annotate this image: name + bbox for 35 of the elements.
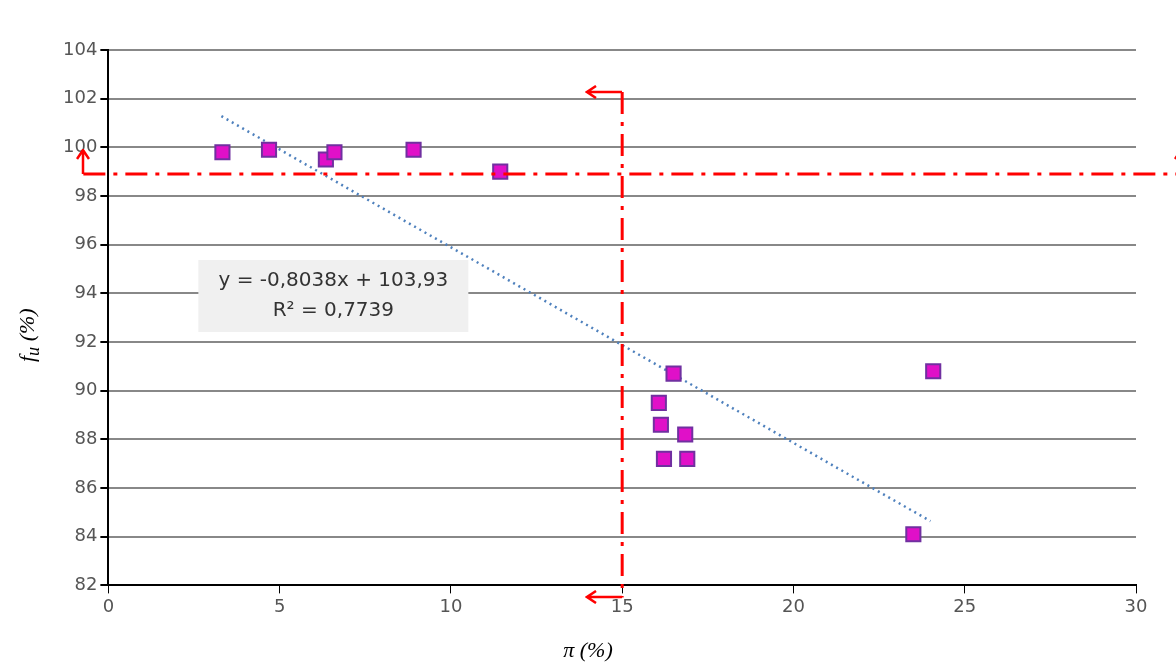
point [679, 450, 696, 467]
x-axis-title: π (%) [562, 637, 614, 663]
y-tick-label: 88 [74, 427, 98, 449]
point [655, 450, 673, 467]
point [260, 141, 278, 158]
y-tick-label: 100 [63, 135, 98, 157]
point [925, 363, 942, 380]
annotation: y = -0,8038x + 103,93 [218, 267, 449, 292]
y-tick-label: 84 [74, 524, 98, 546]
point [652, 416, 669, 433]
y-tick-label: 98 [74, 183, 98, 205]
point [905, 526, 922, 543]
annotation: R² = 0,7739 [272, 297, 395, 322]
y-tick-label: 94 [74, 281, 98, 303]
y-tick-label: 104 [63, 37, 98, 59]
point [492, 163, 509, 180]
x-tick-label: 0 [102, 594, 115, 616]
y-tick-label: 102 [63, 86, 98, 108]
y-tick-label: 90 [74, 378, 98, 400]
point [650, 394, 667, 411]
y-tick-label: 82 [74, 573, 98, 595]
point [326, 144, 343, 161]
x-tick-label: 10 [439, 594, 463, 616]
point [677, 426, 694, 443]
point [665, 365, 682, 382]
y-tick-label: 96 [74, 232, 98, 254]
y-tick-label: 86 [74, 475, 98, 497]
x-tick-label: 5 [273, 594, 286, 616]
x-tick-label: 30 [1124, 594, 1148, 616]
x-tick-label: 25 [953, 594, 977, 616]
point [214, 144, 231, 161]
point [405, 141, 422, 158]
y-tick-label: 92 [74, 329, 98, 351]
x-tick-label: 15 [610, 594, 634, 616]
x-tick-label: 20 [782, 594, 805, 616]
